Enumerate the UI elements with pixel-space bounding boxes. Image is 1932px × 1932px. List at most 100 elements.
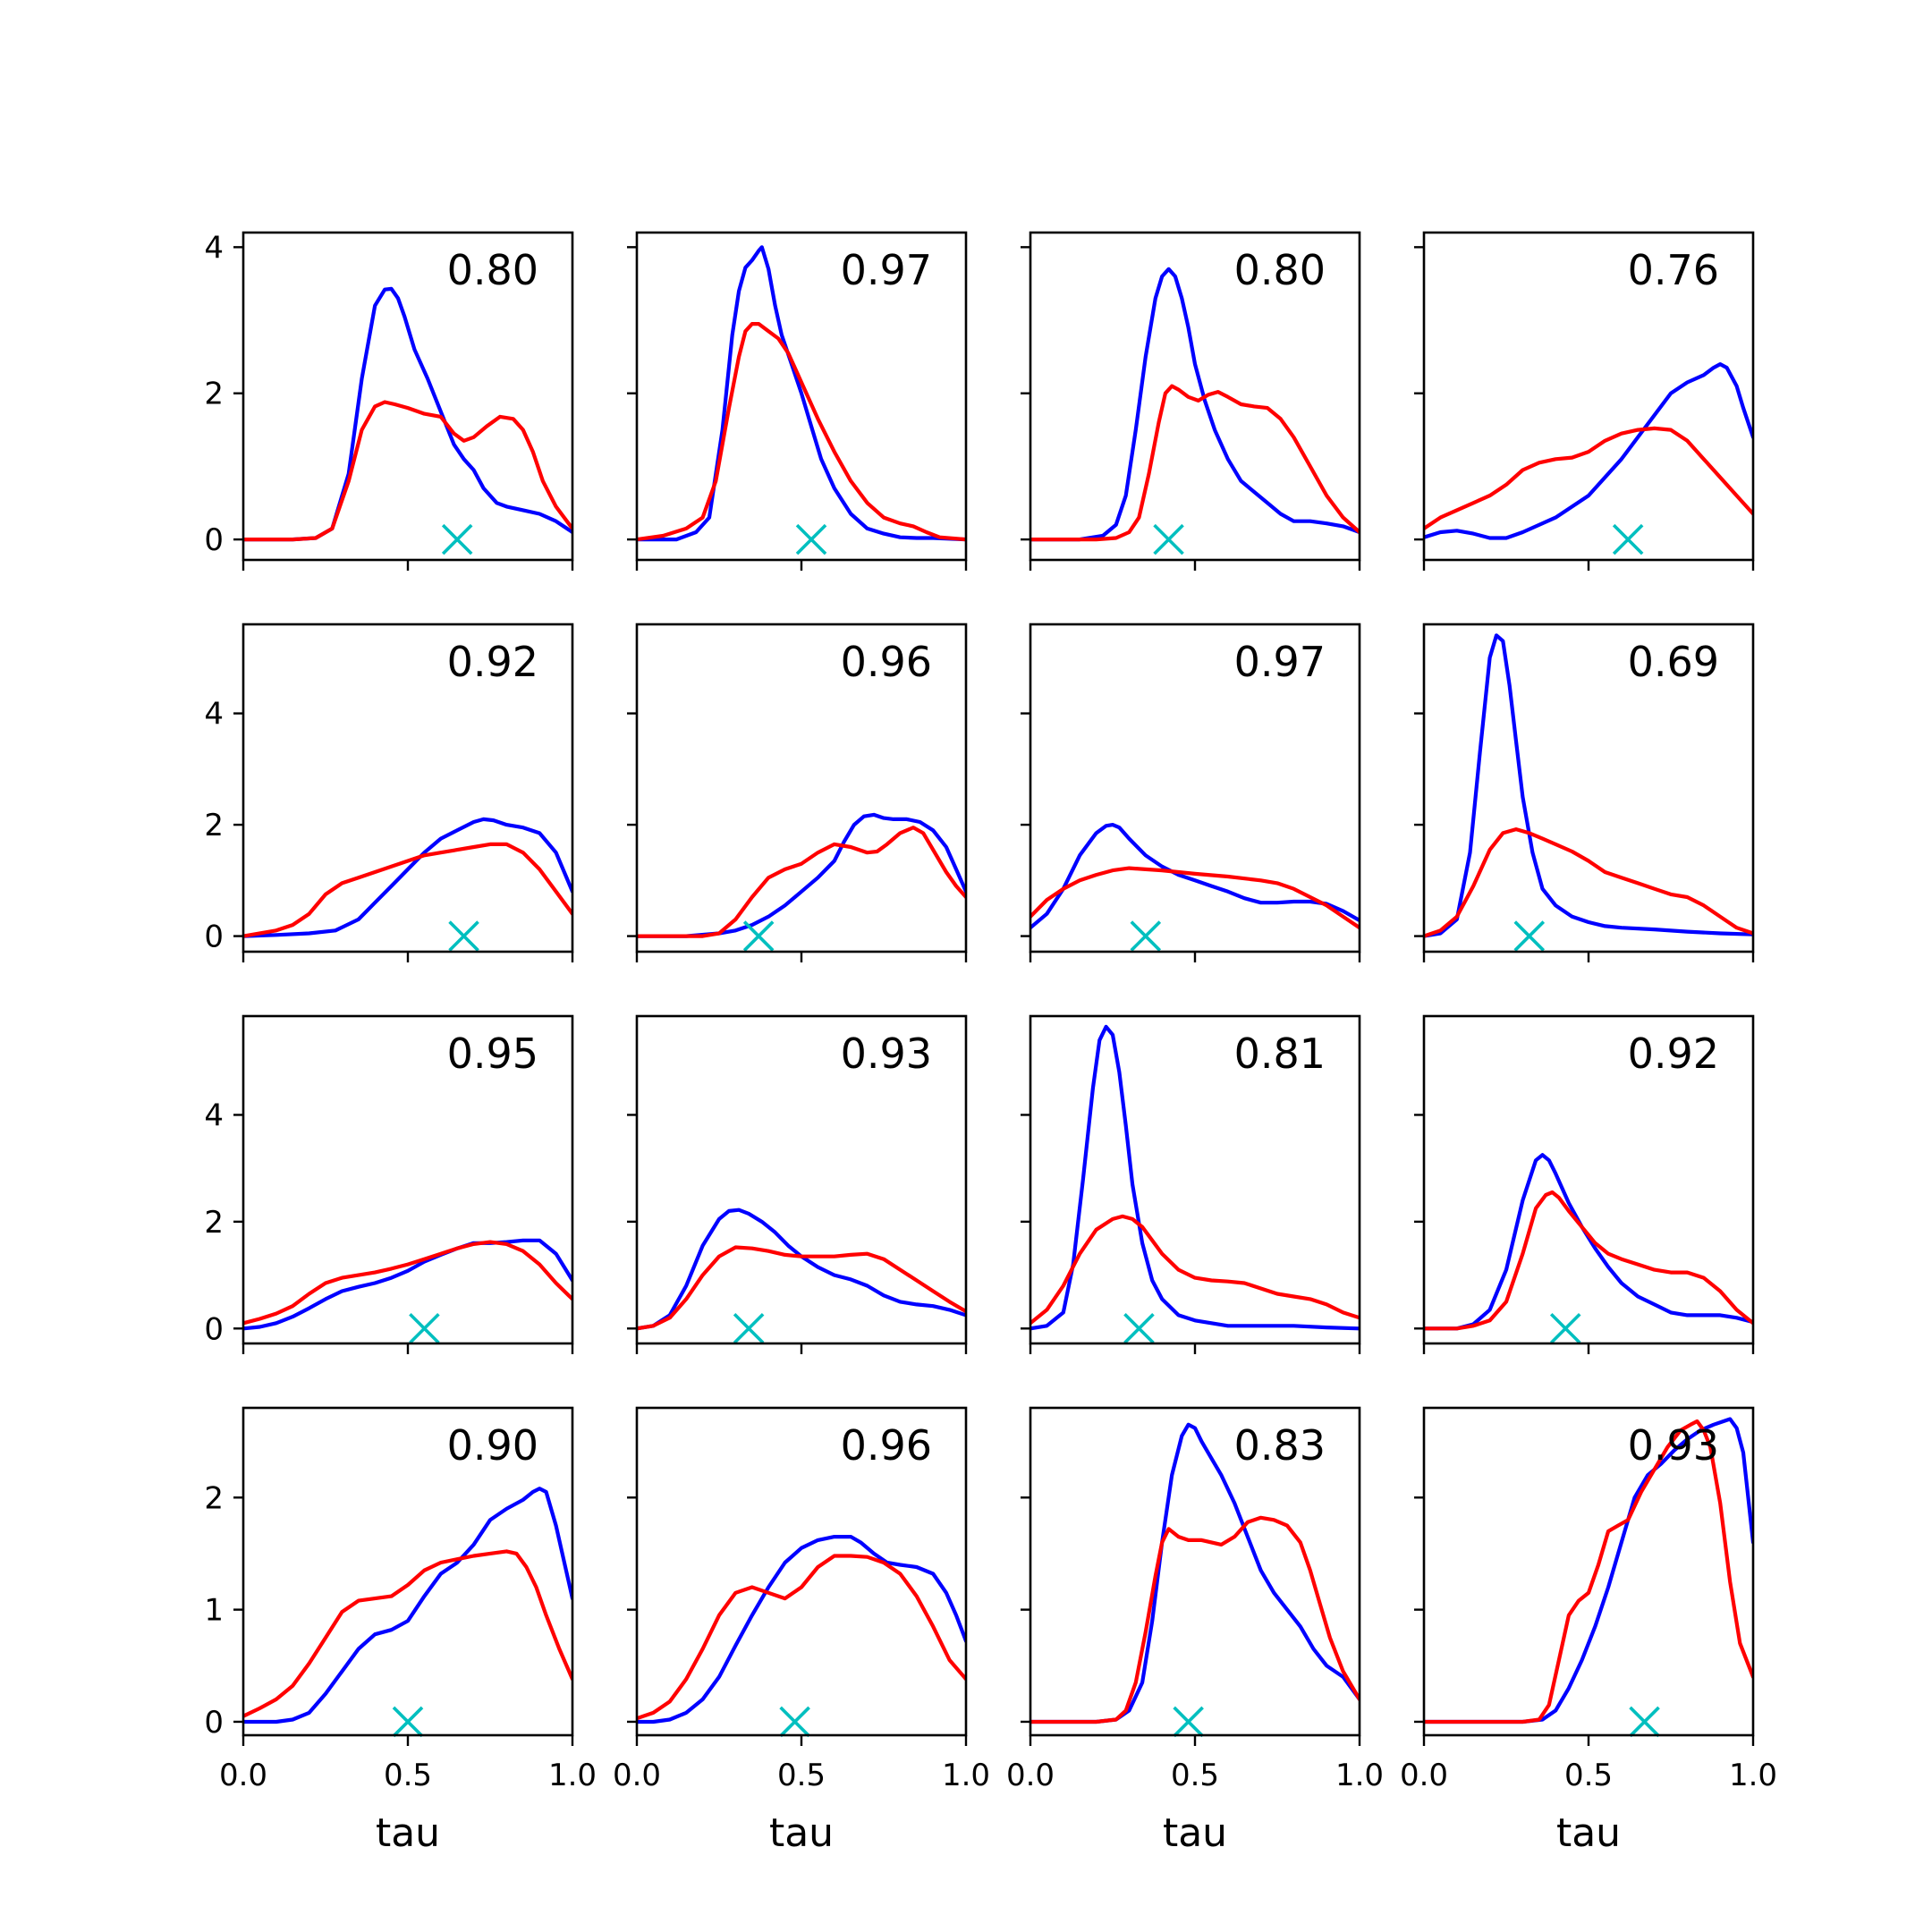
x-tick-label: 0.0 bbox=[613, 1758, 661, 1793]
marker-x bbox=[1123, 1313, 1155, 1344]
subplot-r4-c1: 0 1 2 0.0 0.5 1.0 0.90 tau bbox=[204, 1406, 597, 1856]
y-tick-label: 2 bbox=[204, 377, 224, 412]
subplot-annotation: 0.90 bbox=[447, 1421, 538, 1470]
series-line-blue bbox=[1030, 1024, 1360, 1331]
subplot-annotation: 0.96 bbox=[841, 638, 932, 686]
subplot-annotation: 0.97 bbox=[841, 246, 932, 294]
subplot-r2-c3: 0.97 bbox=[1021, 623, 1361, 962]
subplot-annotation: 0.83 bbox=[1234, 1421, 1326, 1470]
series-line-blue bbox=[637, 1535, 966, 1724]
series-line-red bbox=[243, 400, 572, 542]
subplot-r2-c2: 0.96 bbox=[627, 623, 968, 962]
x-tick-label: 0.0 bbox=[1006, 1758, 1055, 1793]
marker-x bbox=[1513, 920, 1546, 952]
series-line-blue bbox=[1424, 1417, 1753, 1724]
y-tick-label: 4 bbox=[204, 1097, 224, 1133]
subplot-r4-c3: 0.0 0.5 1.0 0.83 tau bbox=[1006, 1406, 1384, 1856]
subplot-r3-c1: 0 2 4 0.95 bbox=[204, 1014, 574, 1354]
marker-x bbox=[779, 1706, 810, 1738]
marker-x bbox=[1549, 1313, 1581, 1344]
subplot-r1-c4: 0.76 bbox=[1414, 231, 1755, 571]
series-line-blue bbox=[637, 245, 966, 542]
subplot-r3-c3: 0.81 bbox=[1021, 1014, 1361, 1354]
y-tick-label: 2 bbox=[204, 808, 224, 843]
marker-x bbox=[1629, 1706, 1660, 1738]
series-line-blue bbox=[637, 1208, 966, 1331]
series-line-red bbox=[243, 1549, 572, 1718]
x-axis-label: tau bbox=[1556, 1810, 1621, 1856]
x-tick-label: 0.5 bbox=[384, 1758, 432, 1793]
subplot-r1-c1: 0 2 4 0.80 bbox=[204, 230, 574, 571]
marker-x bbox=[1130, 920, 1162, 952]
subplot-annotation: 0.80 bbox=[1234, 246, 1326, 294]
marker-x bbox=[1173, 1706, 1204, 1738]
series-line-red bbox=[1030, 866, 1360, 930]
x-tick-label: 1.0 bbox=[1729, 1758, 1777, 1793]
y-tick-label: 0 bbox=[204, 919, 224, 955]
series-line-blue bbox=[1030, 1422, 1360, 1724]
y-tick-label: 2 bbox=[204, 1480, 224, 1516]
series-line-blue bbox=[1424, 362, 1753, 540]
series-line-blue bbox=[1424, 1153, 1753, 1331]
x-tick-label: 1.0 bbox=[548, 1758, 597, 1793]
series-line-blue bbox=[243, 1238, 572, 1331]
series-line-red bbox=[243, 1240, 572, 1326]
x-axis-label: tau bbox=[376, 1810, 440, 1856]
marker-x bbox=[448, 920, 479, 952]
marker-x bbox=[733, 1313, 765, 1344]
x-tick-label: 1.0 bbox=[1335, 1758, 1384, 1793]
subplot-annotation: 0.69 bbox=[1628, 638, 1719, 686]
subplot-annotation: 0.81 bbox=[1234, 1030, 1326, 1078]
subplot-annotation: 0.92 bbox=[1628, 1030, 1719, 1078]
series-line-red bbox=[637, 322, 966, 542]
x-tick-label: 0.0 bbox=[1400, 1758, 1448, 1793]
subplot-r1-c2: 0.97 bbox=[627, 231, 968, 571]
y-tick-label: 4 bbox=[204, 697, 224, 733]
series-line-red bbox=[1424, 1419, 1753, 1724]
series-line-blue bbox=[1030, 823, 1360, 930]
marker-x bbox=[1153, 523, 1184, 555]
y-tick-label: 4 bbox=[204, 230, 224, 266]
subplot-annotation: 0.76 bbox=[1628, 246, 1719, 294]
x-axis-label: tau bbox=[769, 1810, 834, 1856]
series-line-red bbox=[1030, 1515, 1360, 1724]
marker-x bbox=[742, 920, 775, 952]
series-line-blue bbox=[243, 817, 572, 938]
subplot-annotation: 0.93 bbox=[1628, 1421, 1719, 1470]
subplot-annotation: 0.92 bbox=[447, 638, 538, 686]
series-line-red bbox=[1030, 1214, 1360, 1326]
series-line-red bbox=[1424, 1190, 1753, 1331]
series-line-blue bbox=[637, 812, 966, 938]
series-line-red bbox=[637, 1245, 966, 1331]
x-tick-label: 0.5 bbox=[777, 1758, 826, 1793]
series-line-blue bbox=[1030, 267, 1360, 542]
subplot-annotation: 0.80 bbox=[447, 246, 538, 294]
marker-x bbox=[1612, 523, 1644, 555]
x-tick-label: 0.0 bbox=[219, 1758, 267, 1793]
subplot-r4-c4: 0.0 0.5 1.0 0.93 tau bbox=[1400, 1406, 1777, 1856]
marker-x bbox=[441, 523, 473, 555]
subplot-r3-c2: 0.93 bbox=[627, 1014, 968, 1354]
marker-x bbox=[795, 523, 827, 555]
series-line-blue bbox=[1424, 633, 1753, 938]
y-tick-label: 1 bbox=[204, 1593, 224, 1629]
subplot-annotation: 0.93 bbox=[841, 1030, 932, 1078]
series-line-red bbox=[637, 1554, 966, 1721]
marker-x bbox=[392, 1706, 424, 1738]
series-line-red bbox=[1030, 384, 1360, 542]
series-line-blue bbox=[243, 1487, 572, 1724]
y-tick-label: 0 bbox=[204, 1311, 224, 1347]
series-line-blue bbox=[243, 286, 572, 542]
subplot-r4-c2: 0.0 0.5 1.0 0.96 tau bbox=[613, 1406, 990, 1856]
subplot-r3-c4: 0.92 bbox=[1414, 1014, 1755, 1354]
series-line-red bbox=[1424, 426, 1753, 530]
subplot-r2-c1: 0 2 4 0.92 bbox=[204, 623, 574, 962]
x-axis-label: tau bbox=[1163, 1810, 1227, 1856]
marker-x bbox=[409, 1313, 440, 1344]
subplot-annotation: 0.96 bbox=[841, 1421, 932, 1470]
x-tick-label: 1.0 bbox=[942, 1758, 990, 1793]
subplot-r2-c4: 0.69 bbox=[1414, 623, 1755, 962]
x-tick-label: 0.5 bbox=[1171, 1758, 1219, 1793]
series-line-red bbox=[1424, 827, 1753, 938]
